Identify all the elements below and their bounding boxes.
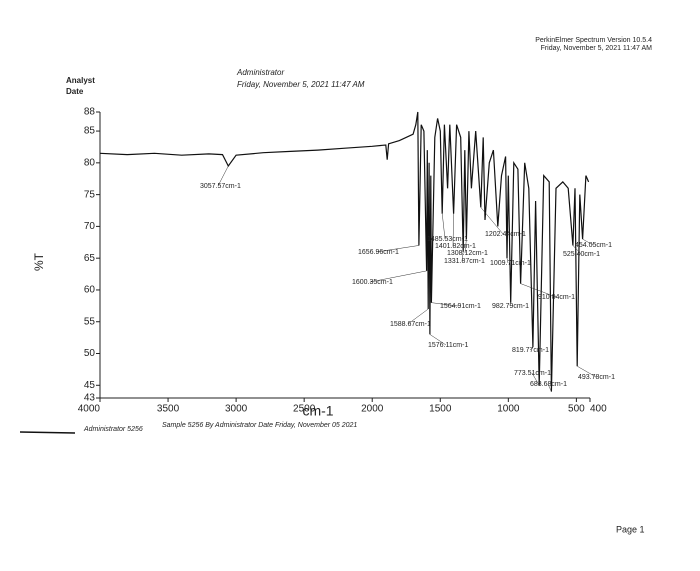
x-tick-label: 1000: [497, 404, 520, 415]
y-tick-label: 45: [84, 380, 96, 391]
analyst: Administrator: [236, 68, 284, 77]
annotation-leader: [407, 308, 429, 325]
annotation-leader: [461, 251, 464, 262]
annotation-leader: [217, 165, 229, 187]
annotation-leader: [441, 213, 446, 240]
annotation-label: 910.04cm-1: [538, 294, 575, 301]
annotation-leader: [506, 258, 509, 264]
annotation-label: 982.79cm-1: [492, 303, 529, 310]
y-tick-label: 85: [84, 126, 96, 137]
x-axis-label: cm-1: [302, 403, 333, 419]
annotation-label: 1576.11cm-1: [428, 342, 468, 349]
date: Friday, November 5, 2021 11:47 AM: [237, 80, 365, 89]
date-label: Date: [66, 87, 84, 96]
annotation-leader: [582, 238, 594, 246]
annotation-leader: [531, 372, 540, 386]
y-tick-label: 65: [84, 253, 96, 264]
x-tick-label: 2500: [293, 404, 316, 415]
analyst-label: Analyst: [66, 76, 95, 85]
spectrum-line: [99, 111, 590, 392]
annotation-leader: [547, 383, 552, 392]
software: PerkinElmer Spectrum Version 10.5.4: [535, 37, 652, 44]
page-number: Page 1: [616, 524, 645, 534]
annotation-label: 1331.87cm-1: [444, 258, 485, 265]
annotation-leader: [375, 245, 419, 253]
annotation-leader: [431, 302, 459, 307]
annotation-label: 493.78cm-1: [578, 374, 615, 381]
annotation-label: 525.40cm-1: [563, 251, 600, 258]
annotation-label: 773.51cm-1: [514, 370, 551, 377]
x-tick-label: 4000: [78, 404, 101, 415]
annotation-leader: [429, 334, 447, 346]
legend-note: Sample 5256 By Administrator Date Friday…: [162, 422, 357, 429]
y-tick-label: 70: [84, 221, 96, 232]
y-tick-label: 75: [84, 189, 96, 200]
annotation-leader: [452, 213, 454, 247]
annotation-label: 1401.82cm-1: [435, 243, 476, 250]
annotation-label: 1564.91cm-1: [440, 303, 481, 310]
annotation-label: 1485.53cm-1: [427, 236, 468, 243]
legend-swatch: [19, 431, 76, 434]
annotation-label: 1202.44cm-1: [485, 231, 526, 238]
y-tick-label: 80: [84, 157, 96, 168]
y-tick-label: 50: [84, 348, 96, 359]
annotation-label: 683.68cm-1: [530, 381, 567, 388]
y-axis-label: %T: [32, 252, 46, 271]
annotation-label: 454.05cm-1: [575, 242, 612, 249]
annotation-label: 1600.35cm-1: [352, 279, 393, 286]
annotation-label: 3057.57cm-1: [200, 183, 241, 190]
x-tick-label: 400: [590, 404, 607, 415]
annotation-label: 819.77cm-1: [512, 347, 549, 354]
y-tick-label: 88: [84, 107, 96, 118]
annotation-leader: [572, 245, 582, 255]
y-tick-label: 43: [84, 393, 96, 404]
x-tick-label: 500: [568, 404, 585, 415]
annotation-leader: [509, 302, 511, 307]
annotation-leader: [464, 239, 467, 254]
annotation-label: 1308.12cm-1: [447, 250, 488, 257]
annotation-leader: [480, 207, 504, 235]
x-tick-label: 3000: [225, 404, 248, 415]
y-tick-label: 60: [84, 285, 96, 296]
y-tick-label: 55: [84, 316, 96, 327]
x-tick-label: 1500: [429, 404, 452, 415]
print-date: Friday, November 5, 2021 11:47 AM: [541, 45, 653, 52]
annotation-label: 1656.96cm-1: [358, 249, 399, 256]
annotation-leader: [369, 270, 427, 283]
legend-label: Administrator 5256: [83, 426, 143, 433]
annotation-leader: [577, 366, 597, 378]
annotation-label: 1009.71cm-1: [490, 260, 531, 267]
annotation-leader: [529, 346, 534, 351]
x-tick-label: 2000: [361, 404, 384, 415]
annotation-label: 1588.67cm-1: [390, 321, 431, 328]
x-tick-label: 3500: [157, 404, 180, 415]
annotation-leader: [520, 283, 557, 298]
